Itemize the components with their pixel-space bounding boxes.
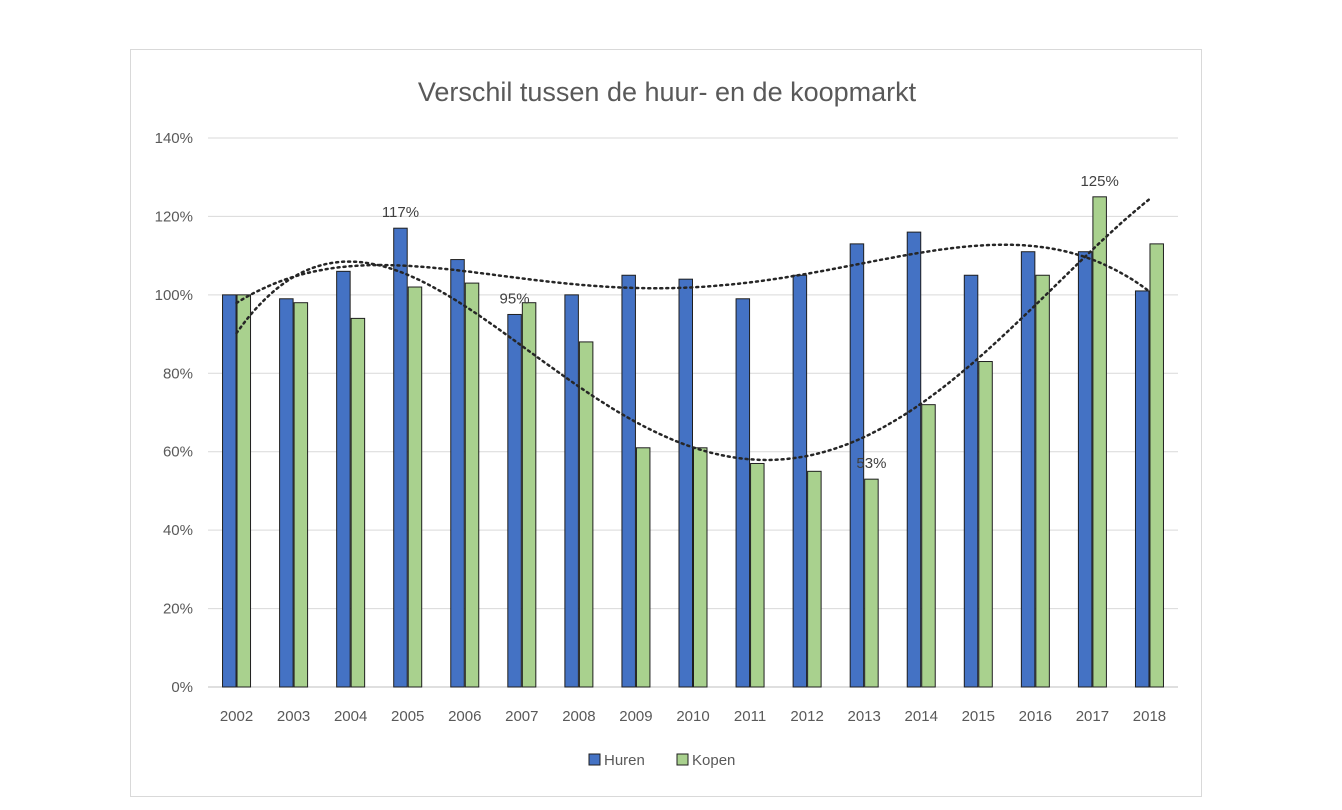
- y-tick-label: 60%: [163, 444, 193, 461]
- bar-huren-2014: [906, 231, 922, 688]
- bar-kopen-2003: [293, 302, 309, 688]
- trendline-huren: [235, 243, 1151, 305]
- y-tick-label: 40%: [163, 522, 193, 539]
- y-tick-label: 100%: [155, 287, 193, 304]
- legend-label: Kopen: [692, 752, 735, 769]
- x-tick-label: 2007: [505, 708, 538, 725]
- data-label: 95%: [500, 290, 530, 307]
- bar-kopen-2013: [864, 478, 879, 688]
- x-tick-label: 2004: [334, 708, 367, 725]
- y-tick-label: 140%: [155, 130, 193, 147]
- bar-huren-2009: [621, 274, 636, 688]
- bar-huren-2011: [735, 298, 751, 688]
- y-tick-label: 80%: [163, 365, 193, 382]
- bar-kopen-2017: [1092, 196, 1107, 688]
- y-tick-label: 0%: [171, 679, 193, 696]
- x-tick-label: 2008: [562, 708, 595, 725]
- x-tick-label: 2014: [905, 708, 938, 725]
- bar-huren-2007: [507, 313, 522, 688]
- bar-huren-2008: [564, 294, 579, 688]
- bar-kopen-2016: [1035, 274, 1050, 688]
- bar-kopen-2015: [978, 361, 993, 688]
- data-label: 125%: [1080, 173, 1118, 190]
- x-tick-label: 2005: [391, 708, 424, 725]
- legend-swatch-kopen: [676, 753, 689, 766]
- bars: [222, 196, 1164, 688]
- trendlines: [235, 197, 1151, 462]
- bar-huren-2017: [1077, 251, 1093, 688]
- bar-huren-2010: [678, 278, 693, 688]
- bar-huren-2013: [849, 243, 865, 688]
- bar-kopen-2007: [521, 302, 537, 688]
- data-label: 117%: [382, 204, 419, 221]
- bar-kopen-2009: [635, 447, 651, 688]
- bar-huren-2003: [279, 298, 294, 688]
- x-tick-label: 2017: [1076, 708, 1109, 725]
- bar-huren-2006: [450, 259, 465, 688]
- y-tick-label: 120%: [155, 208, 193, 225]
- chart-title: Verschil tussen de huur- en de koopmarkt: [418, 77, 917, 107]
- bar-chart: Verschil tussen de huur- en de koopmarkt…: [155, 77, 1178, 769]
- bar-kopen-2006: [464, 282, 480, 688]
- x-tick-label: 2013: [847, 708, 880, 725]
- bar-kopen-2012: [807, 470, 822, 688]
- x-tick-label: 2009: [619, 708, 652, 725]
- x-tick-label: 2006: [448, 708, 481, 725]
- legend-swatch-huren: [588, 753, 601, 766]
- trendline-kopen: [235, 197, 1151, 462]
- x-tick-label: 2016: [1019, 708, 1052, 725]
- bar-kopen-2004: [350, 317, 366, 688]
- bar-huren-2004: [336, 270, 351, 688]
- bar-huren-2002: [222, 294, 237, 688]
- x-tick-label: 2003: [277, 708, 310, 725]
- y-axis-ticks: 0% 20% 40% 60% 80% 100% 120% 140%: [155, 130, 193, 696]
- data-labels: 117% 95% 53% 125%: [382, 173, 1119, 472]
- bar-huren-2005: [393, 227, 408, 688]
- x-axis-ticks: 2002 2003 2004 2005 2006 2007 2008 2009 2010 2011…: [220, 708, 1166, 725]
- x-tick-label: 2002: [220, 708, 253, 725]
- bar-kopen-2002: [236, 294, 252, 688]
- bar-huren-2015: [963, 274, 979, 688]
- x-tick-label: 2011: [734, 708, 766, 725]
- bar-kopen-2005: [407, 286, 423, 688]
- data-label: 53%: [856, 455, 886, 472]
- bar-huren-2018: [1134, 290, 1150, 688]
- x-tick-label: 2015: [962, 708, 995, 725]
- bar-kopen-2008: [578, 341, 594, 688]
- bar-huren-2012: [792, 274, 808, 688]
- bar-kopen-2011: [750, 462, 765, 688]
- x-tick-label: 2010: [676, 708, 709, 725]
- bar-kopen-2014: [921, 404, 936, 688]
- bar-kopen-2010: [693, 447, 708, 688]
- chart-frame: Verschil tussen de huur- en de koopmarkt…: [130, 49, 1202, 797]
- y-tick-label: 20%: [163, 601, 193, 618]
- legend-label: Huren: [604, 752, 645, 769]
- bar-kopen-2018: [1149, 243, 1164, 688]
- legend: Huren Kopen: [588, 752, 735, 769]
- x-tick-label: 2018: [1133, 708, 1166, 725]
- bar-huren-2016: [1020, 251, 1036, 688]
- x-tick-label: 2012: [790, 708, 823, 725]
